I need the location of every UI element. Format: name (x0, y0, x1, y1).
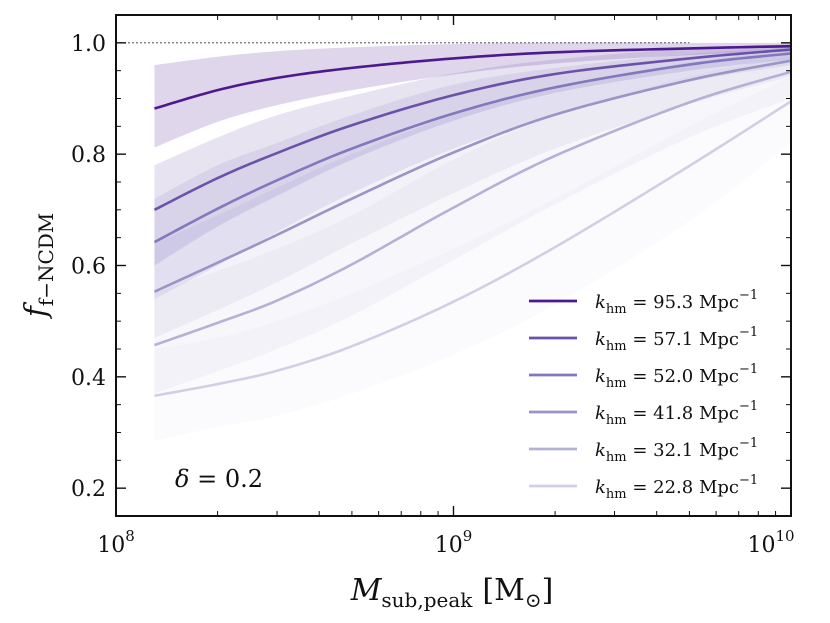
series-line-52-0 (153, 52, 791, 244)
band-41-8 (154, 51, 791, 338)
legend-label: khm = 57.1 Mpc−1 (595, 325, 758, 354)
band-22-8 (154, 76, 791, 441)
y-axis-label: ff−NCDM (19, 213, 58, 320)
x-axis-ticks: 108 109 1010 (97, 15, 795, 558)
series-line-95-3 (154, 44, 791, 110)
legend-entry: khm = 52.0 Mpc−1 (529, 362, 758, 391)
series-line-57-1 (153, 48, 791, 211)
legend-label: khm = 22.8 Mpc−1 (595, 473, 758, 502)
x-tick-label: 109 (435, 527, 473, 558)
band-32-1 (154, 56, 791, 394)
y-tick-label: 0.4 (71, 366, 106, 391)
series-lines (153, 44, 791, 398)
y-tick-label: 0.6 (71, 255, 106, 280)
legend-label: khm = 95.3 Mpc−1 (595, 288, 758, 317)
y-tick-label: 0.8 (71, 143, 106, 168)
legend: khm = 95.3 Mpc−1 khm = 57.1 Mpc−1 khm = 52… (529, 288, 758, 502)
series-line-22-8 (154, 100, 791, 398)
series-line-41-8 (153, 59, 791, 293)
delta-annotation: δ = 0.2 (175, 465, 263, 493)
legend-label: khm = 52.0 Mpc−1 (595, 362, 758, 391)
band-95-3 (154, 42, 791, 148)
legend-entry: khm = 95.3 Mpc−1 (529, 288, 758, 317)
x-tick-label: 108 (97, 527, 135, 558)
legend-entry: khm = 22.8 Mpc−1 (529, 473, 758, 502)
confidence-bands (154, 42, 791, 441)
x-axis-label: Msub,peak [M⊙] (350, 573, 554, 612)
legend-entry: khm = 57.1 Mpc−1 (529, 325, 758, 354)
x-tick-label: 1010 (747, 527, 794, 558)
y-tick-label: 1.0 (71, 32, 106, 57)
legend-entry: khm = 41.8 Mpc−1 (529, 399, 758, 428)
legend-entry: khm = 32.1 Mpc−1 (529, 436, 758, 465)
y-axis-ticks: 0.2 0.4 0.6 0.8 1.0 (71, 32, 791, 502)
band-57-1 (154, 43, 791, 266)
legend-label: khm = 32.1 Mpc−1 (595, 436, 758, 465)
y-tick-label: 0.2 (71, 477, 106, 502)
series-line-32-1 (154, 70, 791, 347)
legend-label: khm = 41.8 Mpc−1 (595, 399, 758, 428)
